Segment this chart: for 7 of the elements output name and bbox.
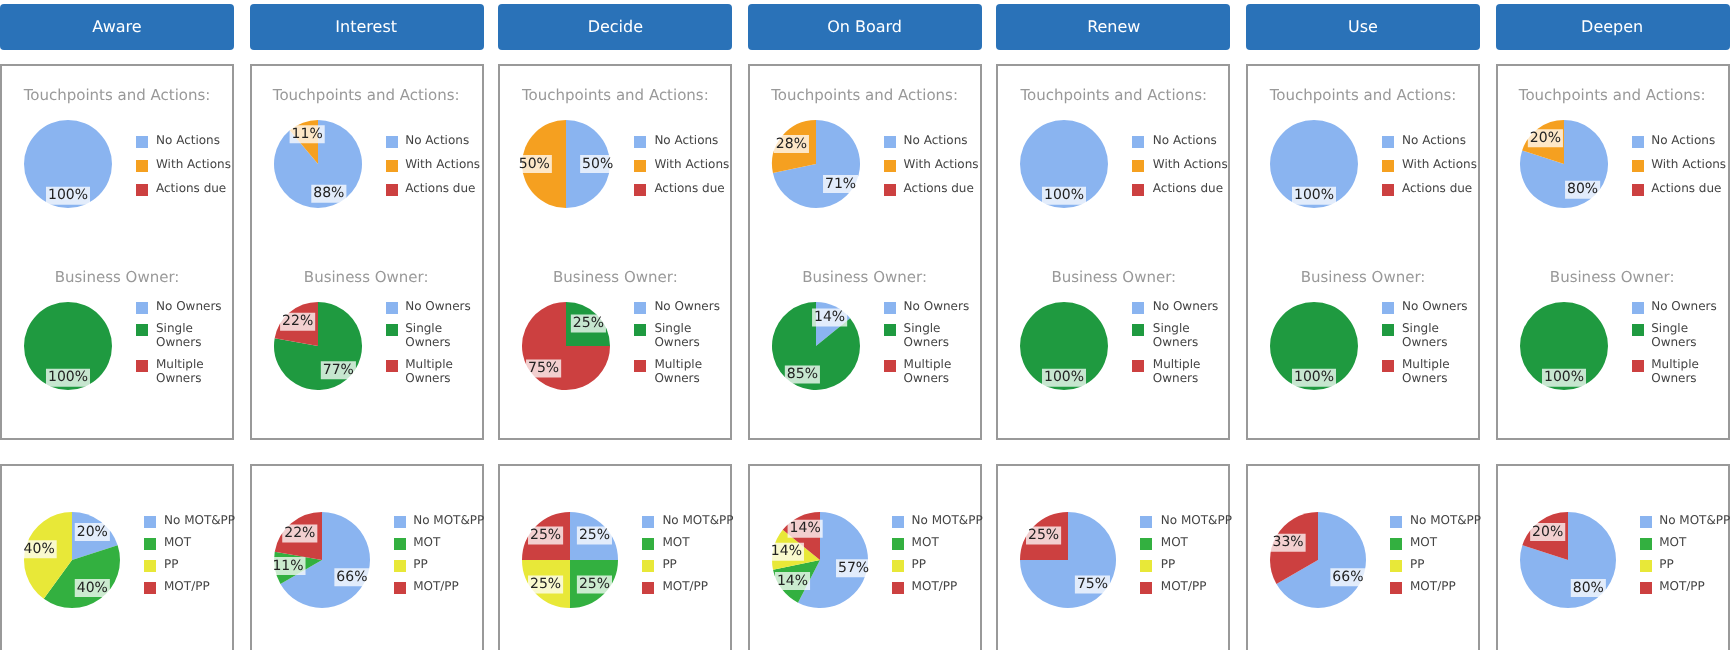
chart-title: Decide xyxy=(498,4,733,50)
chart-title: Interest xyxy=(249,4,484,50)
chart-title: Renew xyxy=(996,4,1231,50)
chart-title: On Board xyxy=(747,4,982,50)
chart-title: Deepen xyxy=(1495,4,1730,50)
chart-title: Use xyxy=(1246,4,1480,50)
chart-title: Aware xyxy=(0,4,234,50)
